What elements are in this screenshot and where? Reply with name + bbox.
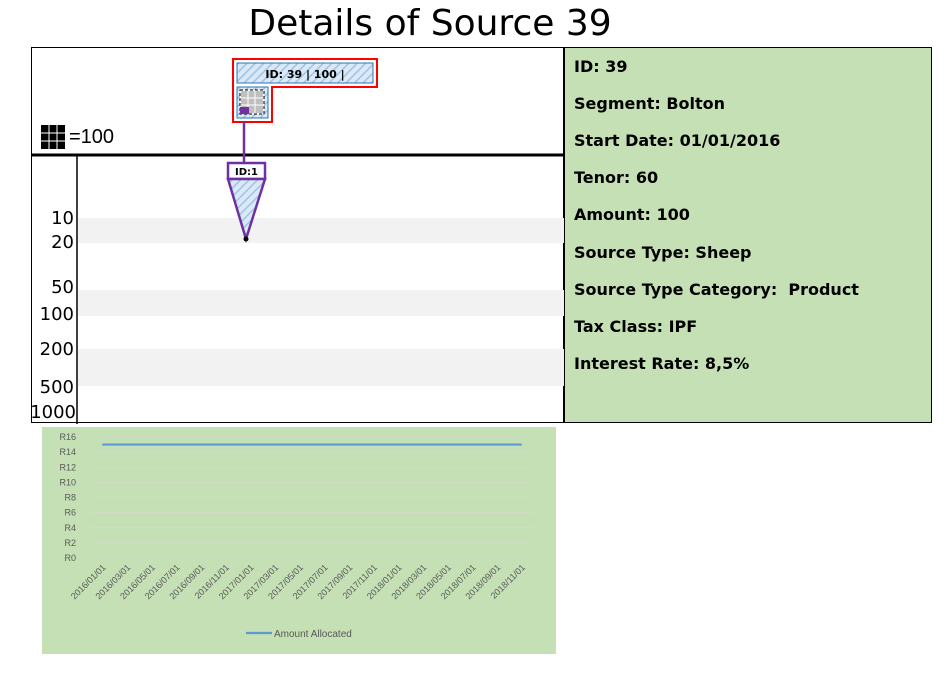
source-grid-icon [239,89,265,115]
info-start-date: Start Date: 01/01/2016 [574,131,781,150]
legend-label: Amount Allocated [274,629,352,640]
source-diagram: =100 ID: 39 | 100 | ID:1 [30,47,565,424]
scale-label-50: 50 [51,277,74,298]
y-tick-label: R14 [59,447,76,457]
chart-canvas: R0R2R4R6R8R10R12R14R162016/01/012016/03/… [59,432,534,640]
node-label: ID:1 [235,167,258,178]
y-tick-label: R0 [64,553,76,563]
band-row [78,218,565,243]
amount-allocated-chart: R0 R2 R4 R6 R8 R10 R12 R14 R16 2016/01/01 2016/03/… [42,427,556,654]
info-interest-rate: Interest Rate: 8,5% [574,354,750,373]
band-row [78,290,565,316]
info-id: ID: 39 [574,57,628,76]
y-tick-label: R8 [64,493,76,503]
scale-label-200: 200 [39,339,74,360]
scale-label-1000: 1000 [30,402,76,423]
page-title: Details of Source 39 [248,3,612,44]
scale-label-500: 500 [39,377,74,398]
node-id-1[interactable]: ID:1 [226,161,267,244]
scale-label-20: 20 [51,232,74,253]
band-row [78,349,565,386]
source-box-label: ID: 39 | 100 | [265,68,344,81]
scale-label-10: 10 [51,208,74,229]
scale-label-100: 100 [39,304,74,325]
info-tax-class: Tax Class: IPF [574,317,698,336]
source-box[interactable]: ID: 39 | 100 | [232,58,378,123]
info-segment: Segment: Bolton [574,94,726,113]
source-info-panel: ID: 39 Segment: Bolton Start Date: 01/01… [564,47,932,423]
legend-label: =100 [69,126,114,148]
y-tick-label: R4 [64,523,76,533]
diagram-canvas: =100 ID: 39 | 100 | ID:1 [32,58,565,424]
y-tick-label: R12 [59,462,76,472]
info-source-category: Source Type Category: Product [574,280,859,299]
info-tenor: Tenor: 60 [574,168,659,187]
info-source-type: Source Type: Sheep [574,243,752,262]
y-tick-label: R2 [64,538,76,548]
y-tick-label: R6 [64,508,76,518]
grid-legend-icon [41,125,65,149]
y-tick-label: R16 [59,432,76,442]
y-tick-label: R10 [59,477,76,487]
info-amount: Amount: 100 [574,205,690,224]
